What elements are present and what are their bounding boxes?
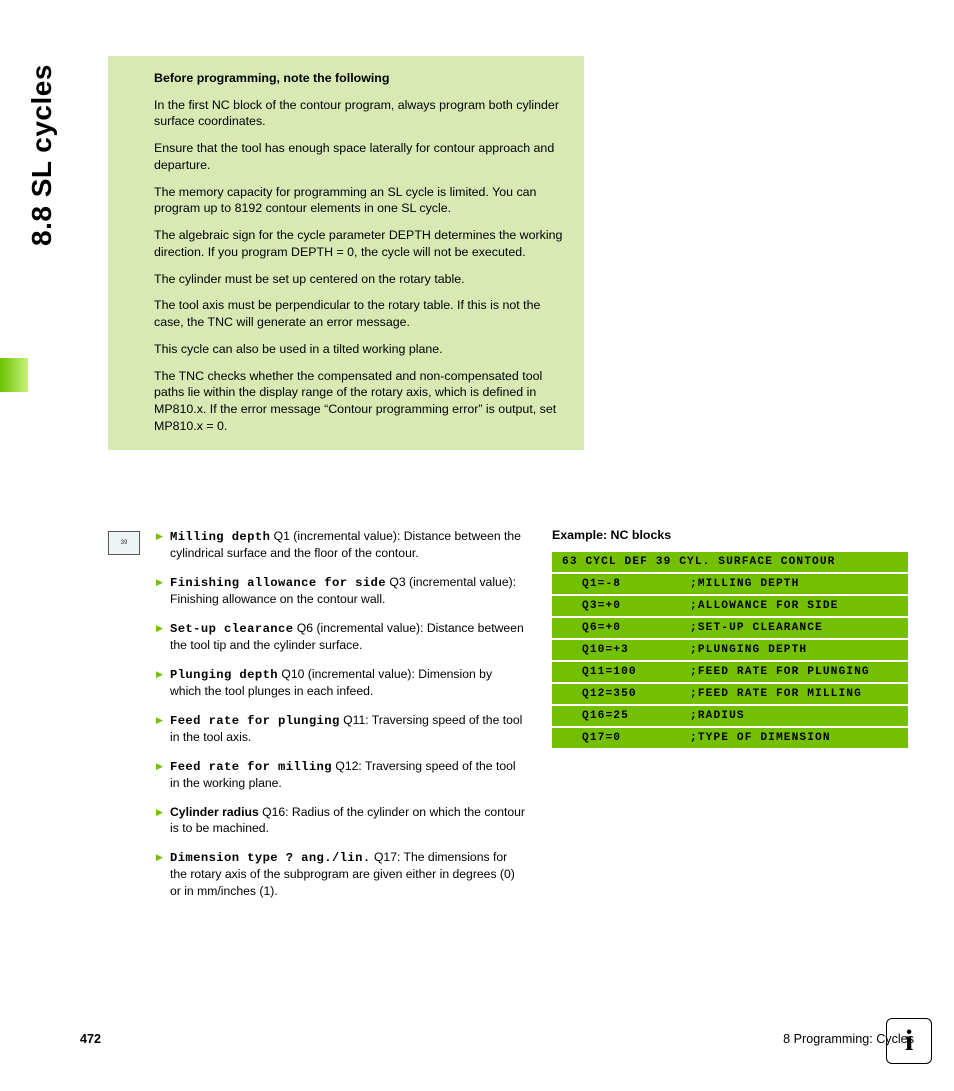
nc-col2: ;PLUNGING DEPTH (680, 640, 908, 660)
nc-col2: ;RADIUS (680, 706, 908, 726)
side-tab-decor (0, 358, 28, 392)
param-item: Plunging depth Q10 (incremental value): … (156, 666, 526, 700)
nc-row: Q17=0;TYPE OF DIMENSION (552, 728, 908, 748)
param-name: Feed rate for milling (170, 760, 332, 774)
nc-row: Q6=+0;SET-UP CLEARANCE (552, 618, 908, 638)
note-para: The tool axis must be perpendicular to t… (154, 297, 568, 330)
note-para: In the first NC block of the contour pro… (154, 97, 568, 130)
cycle-softkey-icon: 39 (108, 531, 140, 555)
nc-col2: ;MILLING DEPTH (680, 574, 908, 594)
param-item: Feed rate for plunging Q11: Traversing s… (156, 712, 526, 746)
nc-row: Q1=-8;MILLING DEPTH (552, 574, 908, 594)
example-block: Example: NC blocks 63 CYCL DEF 39 CYL. S… (552, 528, 908, 750)
nc-col1: Q10=+3 (552, 640, 680, 660)
param-item: Cylinder radius Q16: Radius of the cylin… (156, 804, 526, 837)
nc-col1: Q6=+0 (552, 618, 680, 638)
nc-col2: ;FEED RATE FOR MILLING (680, 684, 908, 704)
note-para: The algebraic sign for the cycle paramet… (154, 227, 568, 260)
info-icon: i (886, 1018, 932, 1064)
note-para: This cycle can also be used in a tilted … (154, 341, 568, 358)
param-name: Finishing allowance for side (170, 576, 386, 590)
nc-col1: Q3=+0 (552, 596, 680, 616)
info-glyph: i (905, 1026, 913, 1056)
note-box: Before programming, note the following I… (108, 56, 584, 450)
parameter-list: Milling depth Q1 (incremental value): Di… (156, 528, 526, 911)
page-footer: 472 8 Programming: Cycles (80, 1032, 914, 1046)
page-number: 472 (80, 1032, 101, 1046)
side-section-title: 8.8 SL cycles (26, 46, 58, 246)
nc-col1: Q12=350 (552, 684, 680, 704)
param-name: Dimension type ? ang./lin. (170, 851, 371, 865)
nc-col2: ;ALLOWANCE FOR SIDE (680, 596, 908, 616)
page-root: 8.8 SL cycles ☞ Before programming, note… (0, 0, 954, 1091)
note-para: The cylinder must be set up centered on … (154, 271, 568, 288)
param-item: Finishing allowance for side Q3 (increme… (156, 574, 526, 608)
nc-col2: ;TYPE OF DIMENSION (680, 728, 908, 748)
param-name: Plunging depth (170, 668, 278, 682)
nc-col1: Q11=100 (552, 662, 680, 682)
nc-header: 63 CYCL DEF 39 CYL. SURFACE CONTOUR (552, 552, 908, 572)
param-name: Set-up clearance (170, 622, 293, 636)
param-item: Milling depth Q1 (incremental value): Di… (156, 528, 526, 562)
note-title: Before programming, note the following (154, 70, 568, 87)
param-name: Feed rate for plunging (170, 714, 340, 728)
nc-col1: Q16=25 (552, 706, 680, 726)
nc-row: Q16=25;RADIUS (552, 706, 908, 726)
nc-col1: Q17=0 (552, 728, 680, 748)
nc-col2: ;SET-UP CLEARANCE (680, 618, 908, 638)
param-name: Cylinder radius (170, 805, 259, 819)
nc-row: Q12=350;FEED RATE FOR MILLING (552, 684, 908, 704)
nc-col1: Q1=-8 (552, 574, 680, 594)
nc-row: Q10=+3;PLUNGING DEPTH (552, 640, 908, 660)
param-item: Dimension type ? ang./lin. Q17: The dime… (156, 849, 526, 899)
param-name: Milling depth (170, 530, 270, 544)
note-para: The memory capacity for programming an S… (154, 184, 568, 217)
example-title: Example: NC blocks (552, 528, 908, 542)
note-para: The TNC checks whether the compensated a… (154, 368, 568, 435)
param-item: Feed rate for milling Q12: Traversing sp… (156, 758, 526, 792)
nc-row: 63 CYCL DEF 39 CYL. SURFACE CONTOUR (552, 552, 908, 572)
param-item: Set-up clearance Q6 (incremental value):… (156, 620, 526, 654)
nc-col2: ;FEED RATE FOR PLUNGING (680, 662, 908, 682)
nc-table: 63 CYCL DEF 39 CYL. SURFACE CONTOUR Q1=-… (552, 550, 908, 750)
nc-row: Q3=+0;ALLOWANCE FOR SIDE (552, 596, 908, 616)
nc-row: Q11=100;FEED RATE FOR PLUNGING (552, 662, 908, 682)
note-para: Ensure that the tool has enough space la… (154, 140, 568, 173)
